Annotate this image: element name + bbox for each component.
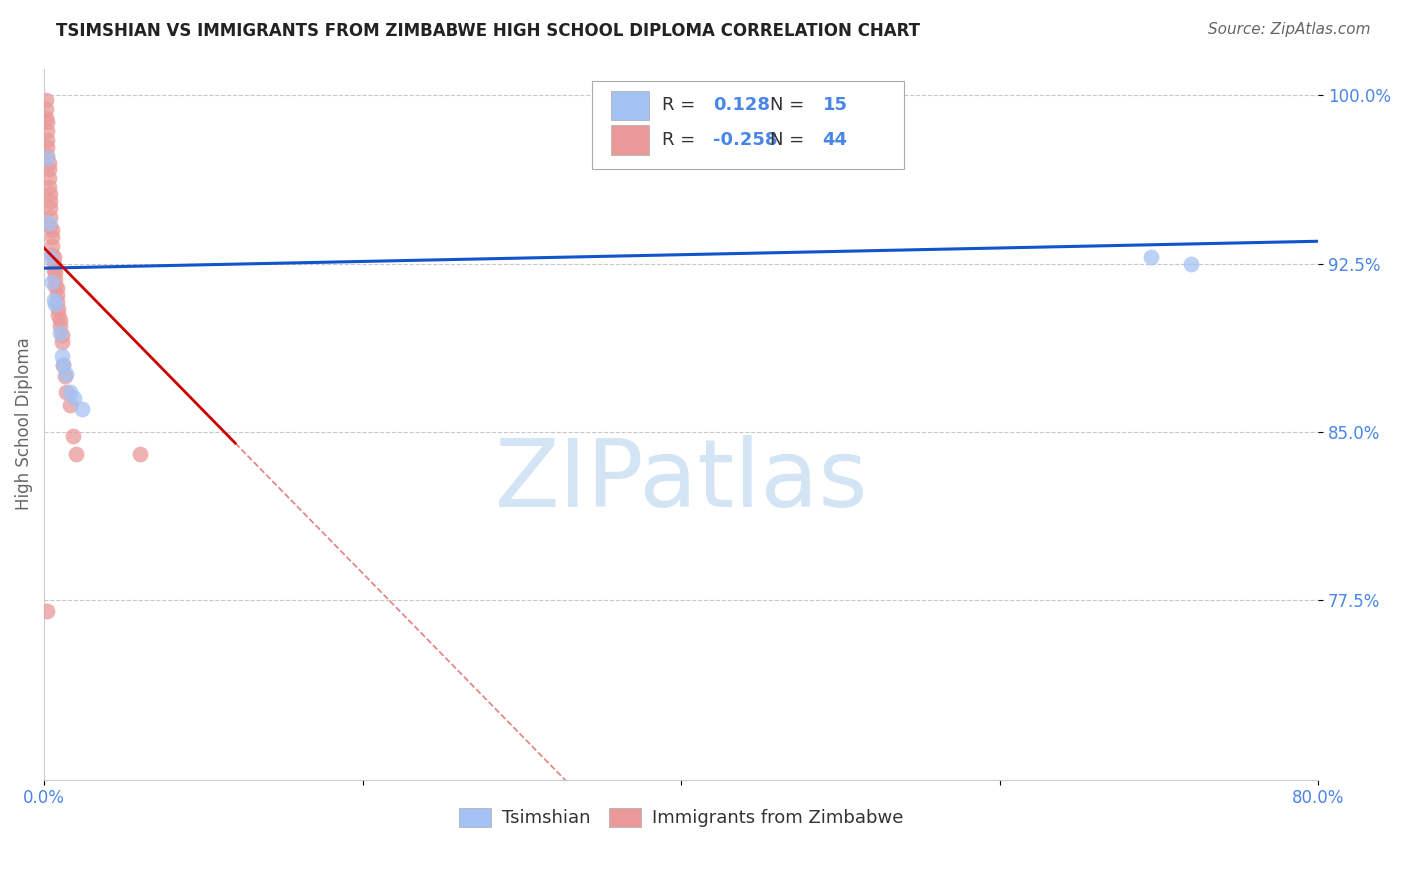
- Point: [55, 367, 77, 381]
- Point: [41, 248, 63, 262]
- Point: [39, 201, 62, 215]
- Text: R =: R =: [662, 96, 702, 114]
- Point: [41, 223, 63, 237]
- FancyBboxPatch shape: [612, 125, 650, 154]
- Point: [1140, 250, 1163, 264]
- Point: [38, 162, 60, 177]
- Point: [65, 447, 87, 461]
- Point: [39, 219, 62, 233]
- Point: [41, 275, 63, 289]
- Text: 0.128: 0.128: [713, 96, 770, 114]
- Text: 44: 44: [823, 130, 848, 149]
- Point: [37, 151, 59, 165]
- Point: [35, 111, 58, 125]
- Point: [44, 279, 66, 293]
- Point: [42, 257, 65, 271]
- Point: [49, 326, 72, 341]
- Point: [41, 229, 63, 244]
- Text: -0.258: -0.258: [713, 130, 778, 149]
- Point: [53, 368, 76, 383]
- Point: [48, 308, 70, 322]
- Point: [37, 149, 59, 163]
- Point: [35, 93, 58, 107]
- Point: [37, 140, 59, 154]
- Point: [38, 216, 60, 230]
- Point: [37, 115, 59, 129]
- Point: [39, 210, 62, 224]
- Point: [55, 384, 77, 399]
- Text: ZIPatlas: ZIPatlas: [495, 435, 868, 527]
- Y-axis label: High School Diploma: High School Diploma: [15, 338, 32, 510]
- Point: [44, 297, 66, 311]
- Point: [63, 391, 86, 405]
- Text: R =: R =: [662, 130, 702, 149]
- Point: [45, 281, 67, 295]
- Point: [51, 328, 73, 343]
- Point: [44, 266, 66, 280]
- Point: [37, 604, 59, 618]
- Point: [41, 238, 63, 252]
- Point: [35, 102, 58, 116]
- Text: 15: 15: [823, 96, 848, 114]
- Point: [51, 335, 73, 350]
- Point: [39, 194, 62, 208]
- Point: [58, 384, 80, 399]
- Point: [39, 187, 62, 202]
- Point: [1180, 257, 1202, 271]
- Text: N =: N =: [770, 130, 810, 149]
- FancyBboxPatch shape: [612, 91, 650, 120]
- Point: [42, 250, 65, 264]
- Point: [42, 293, 65, 307]
- Point: [37, 133, 59, 147]
- Point: [38, 180, 60, 194]
- Point: [45, 294, 67, 309]
- Point: [72, 402, 94, 417]
- Text: TSIMSHIAN VS IMMIGRANTS FROM ZIMBABWE HIGH SCHOOL DIPLOMA CORRELATION CHART: TSIMSHIAN VS IMMIGRANTS FROM ZIMBABWE HI…: [56, 22, 921, 40]
- Text: N =: N =: [770, 96, 810, 114]
- FancyBboxPatch shape: [592, 80, 904, 169]
- Point: [39, 250, 62, 264]
- Point: [52, 358, 75, 372]
- Point: [37, 124, 59, 138]
- Point: [42, 263, 65, 277]
- Point: [38, 155, 60, 169]
- Point: [58, 398, 80, 412]
- Point: [49, 312, 72, 326]
- Point: [38, 171, 60, 186]
- Point: [52, 358, 75, 372]
- Point: [44, 272, 66, 286]
- Point: [49, 319, 72, 334]
- Point: [45, 288, 67, 302]
- Text: Source: ZipAtlas.com: Source: ZipAtlas.com: [1208, 22, 1371, 37]
- Legend: Tsimshian, Immigrants from Zimbabwe: Tsimshian, Immigrants from Zimbabwe: [451, 801, 911, 835]
- Point: [128, 447, 150, 461]
- Point: [48, 301, 70, 316]
- Point: [62, 429, 84, 443]
- Point: [51, 349, 73, 363]
